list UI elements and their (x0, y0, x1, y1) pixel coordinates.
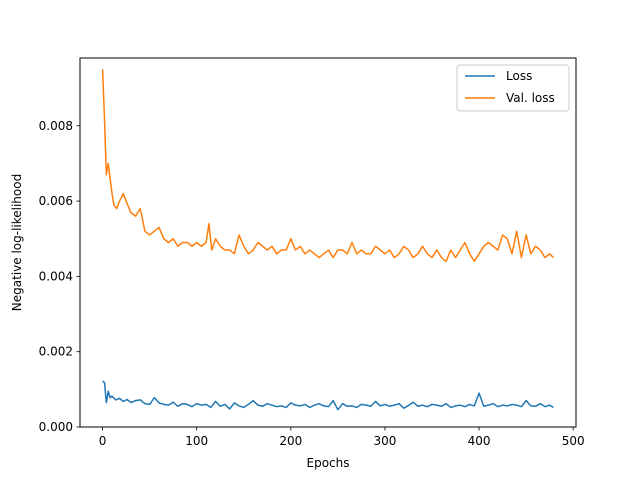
legend: Loss Val. loss (456, 64, 570, 112)
y-axis-label: Negative log-likelihood (10, 174, 24, 311)
y-tick-label: 0.006 (39, 194, 73, 208)
x-tick-label: 200 (279, 434, 302, 448)
x-tick-label: 400 (468, 434, 491, 448)
x-axis-ticks: 0 100 200 300 400 500 (99, 427, 585, 448)
plot-frame (79, 57, 577, 428)
y-tick-label: 0.008 (39, 119, 73, 133)
y-tick-label: 0.002 (39, 345, 73, 359)
legend-label-loss: Loss (506, 69, 532, 83)
y-axis-ticks: 0.000 0.002 0.004 0.006 0.008 (39, 119, 80, 434)
legend-label-val-loss: Val. loss (506, 91, 555, 105)
series-line-val-loss (101, 69, 554, 263)
series-line-loss (102, 380, 554, 411)
x-tick-label: 300 (373, 434, 396, 448)
x-axis-label: Epochs (307, 456, 350, 470)
plot-lines (101, 69, 554, 411)
x-tick-label: 500 (562, 434, 585, 448)
x-tick-label: 100 (185, 434, 208, 448)
y-tick-label: 0.004 (39, 269, 73, 283)
x-tick-label: 0 (99, 434, 107, 448)
y-tick-label: 0.000 (39, 420, 73, 434)
